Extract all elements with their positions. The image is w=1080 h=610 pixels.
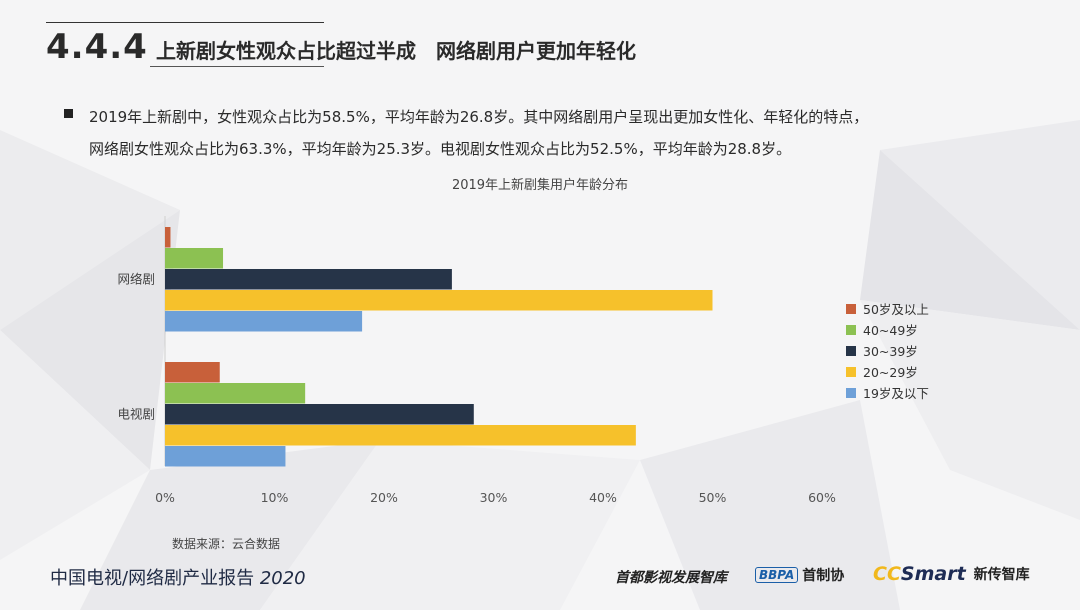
bar-tv-drama-series-2 [165, 404, 474, 425]
bar-web-drama-series-4 [165, 311, 363, 332]
logo-ccsmart: CC Smart 新传智库 [873, 563, 1030, 585]
bar-tv-drama-series-4 [165, 446, 286, 467]
chart-title: 2019年上新剧集用户年龄分布 [451, 178, 629, 193]
legend-label: 50岁及以上 [863, 302, 929, 317]
category-label: 网络剧 [117, 272, 155, 287]
x-tick-label: 40% [589, 490, 617, 505]
data-source: 数据来源：云合数据 [172, 537, 281, 551]
legend-item: 50岁及以上 [846, 298, 929, 319]
x-tick-label: 0% [155, 490, 175, 505]
x-tick-label: 30% [480, 490, 508, 505]
ccsmart-smart: Smart [900, 563, 966, 585]
legend-item: 30~39岁 [846, 340, 929, 361]
legend-swatch [846, 345, 856, 356]
category-label: 电视剧 [117, 407, 155, 422]
legend-label: 20~29岁 [863, 365, 918, 380]
legend-label: 30~39岁 [863, 344, 918, 359]
legend-label: 19岁及以下 [863, 386, 929, 401]
legend-swatch [846, 324, 856, 335]
bar-web-drama-series-3 [165, 290, 713, 311]
bar-web-drama-series-2 [165, 269, 452, 290]
x-tick-label: 60% [808, 490, 836, 505]
legend-item: 20~29岁 [846, 361, 929, 382]
bar-tv-drama-series-3 [165, 425, 636, 446]
legend-item: 40~49岁 [846, 319, 929, 340]
bar-web-drama-series-1 [165, 248, 224, 269]
summary-line-2: 网络剧女性观众占比为63.3%，平均年龄为25.3岁。电视剧女性观众占比为52.… [89, 140, 792, 158]
report-year: 2020 [259, 568, 306, 589]
x-tick-label: 10% [261, 490, 289, 505]
summary-line-1: 2019年上新剧中，女性观众占比为58.5%，平均年龄为26.8岁。其中网络剧用… [89, 108, 869, 126]
ccsmart-label: 新传智库 [973, 567, 1030, 583]
report-title-text: 中国电视/网络剧产业报告 [50, 568, 255, 589]
legend-swatch [846, 366, 856, 377]
report-title: 中国电视/网络剧产业报告 2020 [50, 564, 306, 590]
bbpa-label: 首制协 [802, 568, 845, 584]
section-number: 4.4.4 [46, 27, 148, 67]
logo-bbpa: BBPA 首制协 [755, 565, 844, 585]
x-tick-label: 20% [370, 490, 398, 505]
legend-item: 19岁及以下 [846, 382, 929, 403]
bullet-square-icon [64, 109, 73, 118]
top-rule [46, 22, 324, 23]
legend-label: 40~49岁 [863, 323, 918, 338]
legend-swatch [846, 387, 856, 398]
title-underline [150, 66, 324, 67]
logo-capital-film-think-tank: 首都影视发展智库 [615, 570, 727, 586]
summary-paragraph: 2019年上新剧中，女性观众占比为58.5%，平均年龄为26.8岁。其中网络剧用… [89, 101, 1029, 165]
bar-tv-drama-series-1 [165, 383, 306, 404]
x-tick-label: 50% [699, 490, 727, 505]
chart-legend: 50岁及以上 40~49岁 30~39岁 20~29岁 19岁及以下 [846, 298, 929, 403]
ccsmart-cc: CC [873, 563, 901, 585]
bar-web-drama-series-0 [165, 227, 171, 248]
page-title: 上新剧女性观众占比超过半成 网络剧用户更加年轻化 [156, 39, 636, 63]
bbpa-badge: BBPA [755, 567, 799, 583]
bar-tv-drama-series-0 [165, 362, 220, 383]
legend-swatch [846, 303, 856, 314]
